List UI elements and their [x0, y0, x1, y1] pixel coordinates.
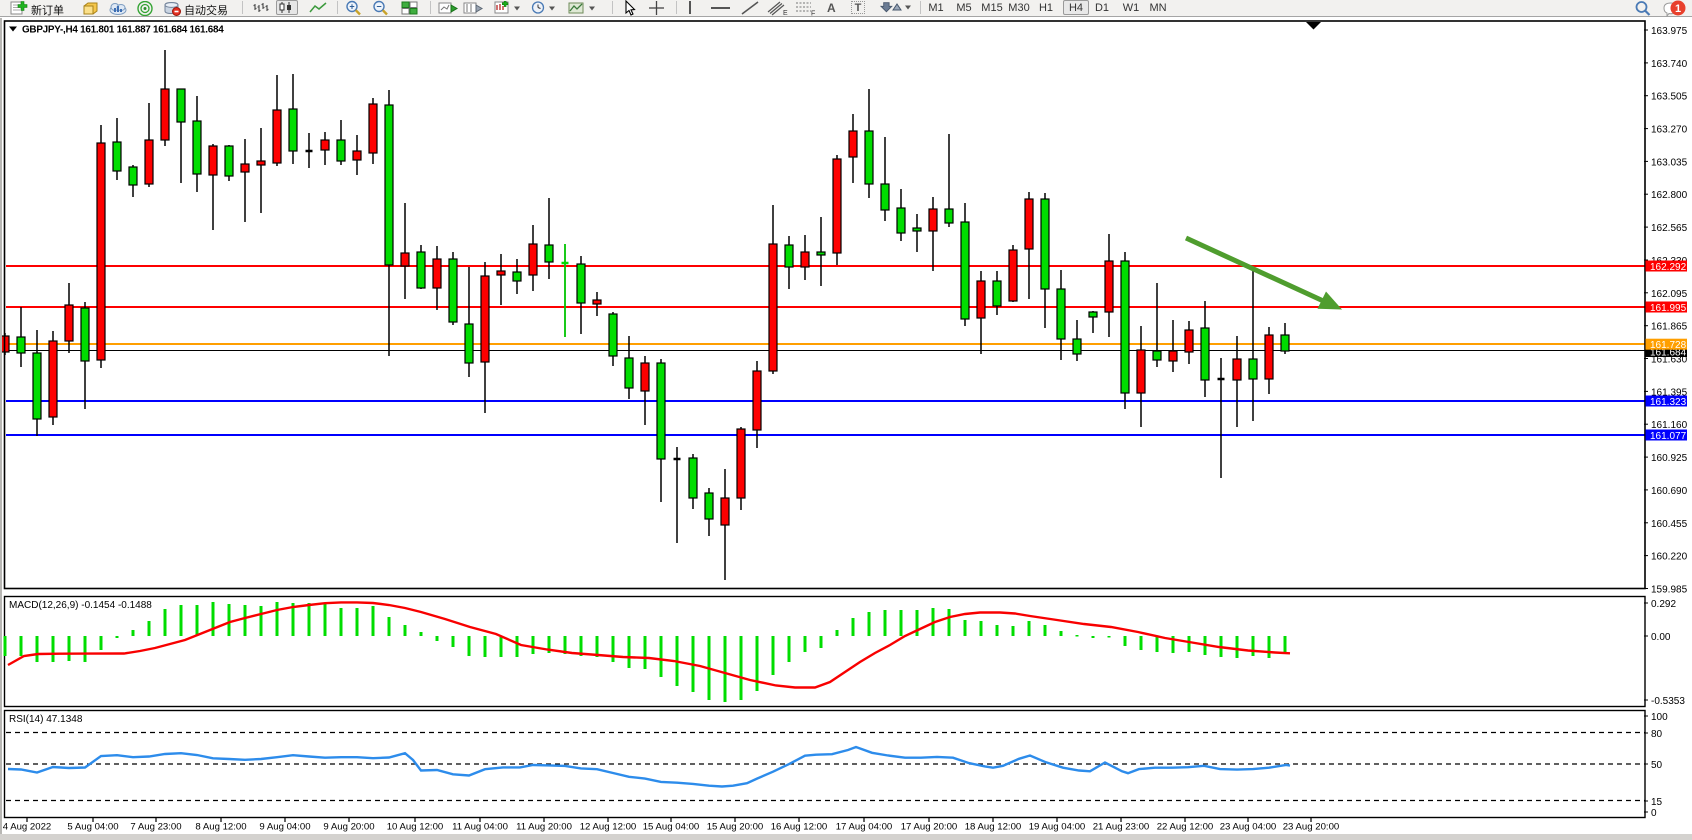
svg-text:160.455: 160.455: [1651, 519, 1688, 530]
svg-text:161.995: 161.995: [1650, 303, 1687, 314]
svg-text:163.505: 163.505: [1651, 92, 1688, 103]
svg-text:100: 100: [1651, 712, 1668, 723]
svg-text:16 Aug 12:00: 16 Aug 12:00: [771, 822, 828, 833]
svg-text:−: −: [376, 2, 381, 12]
svg-text:1: 1: [1675, 3, 1681, 15]
svg-text:+: +: [349, 2, 354, 12]
svg-text:15 Aug 20:00: 15 Aug 20:00: [707, 822, 764, 833]
svg-text:50: 50: [1651, 760, 1663, 771]
svg-text:19 Aug 04:00: 19 Aug 04:00: [1029, 822, 1086, 833]
svg-text:21 Aug 23:00: 21 Aug 23:00: [1093, 822, 1150, 833]
svg-text:F: F: [811, 11, 815, 17]
svg-text:163.975: 163.975: [1651, 26, 1688, 37]
svg-text:15: 15: [1651, 797, 1663, 808]
svg-text:4 Aug 2022: 4 Aug 2022: [3, 822, 52, 833]
svg-text:162.800: 162.800: [1651, 190, 1688, 201]
svg-text:161.395: 161.395: [1651, 387, 1688, 398]
svg-text:161.630: 161.630: [1651, 355, 1688, 366]
svg-text:10 Aug 12:00: 10 Aug 12:00: [387, 822, 444, 833]
svg-text:161.160: 161.160: [1651, 420, 1688, 431]
svg-text:9 Aug 20:00: 9 Aug 20:00: [323, 822, 374, 833]
svg-text:161.323: 161.323: [1650, 397, 1687, 408]
svg-text:161.077: 161.077: [1650, 431, 1687, 442]
svg-text:7 Aug 23:00: 7 Aug 23:00: [130, 822, 181, 833]
svg-text:23 Aug 20:00: 23 Aug 20:00: [1283, 822, 1340, 833]
svg-text:11 Aug 04:00: 11 Aug 04:00: [452, 822, 508, 833]
svg-text:162.292: 162.292: [1650, 262, 1687, 273]
svg-text:160.925: 160.925: [1651, 453, 1688, 464]
svg-text:8 Aug 12:00: 8 Aug 12:00: [195, 822, 246, 833]
svg-text:163.035: 163.035: [1651, 157, 1688, 168]
svg-text:11 Aug 20:00: 11 Aug 20:00: [516, 822, 572, 833]
svg-text:159.985: 159.985: [1651, 585, 1688, 596]
svg-text:160.220: 160.220: [1651, 552, 1688, 563]
svg-text:23 Aug 04:00: 23 Aug 04:00: [1220, 822, 1277, 833]
svg-text:18 Aug 12:00: 18 Aug 12:00: [965, 822, 1022, 833]
svg-text:15 Aug 04:00: 15 Aug 04:00: [643, 822, 700, 833]
svg-text:RSI(14) 47.1348: RSI(14) 47.1348: [9, 714, 83, 725]
svg-text:0.00: 0.00: [1651, 632, 1671, 643]
svg-text:17 Aug 20:00: 17 Aug 20:00: [901, 822, 958, 833]
svg-text:161.684: 161.684: [1650, 347, 1687, 358]
svg-text:GBPJPY-,H4 161.801 161.887 16: GBPJPY-,H4 161.801 161.887 161.684 161.6…: [22, 25, 224, 36]
svg-text:17 Aug 04:00: 17 Aug 04:00: [836, 822, 893, 833]
svg-text:MACD(12,26,9) -0.1454 -0.1488: MACD(12,26,9) -0.1454 -0.1488: [9, 600, 152, 611]
svg-text:161.865: 161.865: [1651, 322, 1688, 333]
svg-text:E: E: [783, 10, 788, 16]
svg-text:160.690: 160.690: [1651, 486, 1688, 497]
svg-text:162.095: 162.095: [1651, 289, 1688, 300]
svg-text:0: 0: [1651, 808, 1657, 819]
svg-text:80: 80: [1651, 729, 1663, 740]
svg-text:9 Aug 04:00: 9 Aug 04:00: [259, 822, 310, 833]
svg-text:161.728: 161.728: [1650, 340, 1687, 351]
svg-text:5 Aug 04:00: 5 Aug 04:00: [67, 822, 118, 833]
svg-text:12 Aug 12:00: 12 Aug 12:00: [580, 822, 637, 833]
svg-text:0.292: 0.292: [1651, 599, 1676, 610]
svg-text:162.565: 162.565: [1651, 223, 1688, 234]
svg-text:163.740: 163.740: [1651, 59, 1688, 70]
svg-text:163.270: 163.270: [1651, 125, 1688, 136]
svg-text:22 Aug 12:00: 22 Aug 12:00: [1157, 822, 1214, 833]
svg-text:-0.5353: -0.5353: [1651, 696, 1685, 707]
